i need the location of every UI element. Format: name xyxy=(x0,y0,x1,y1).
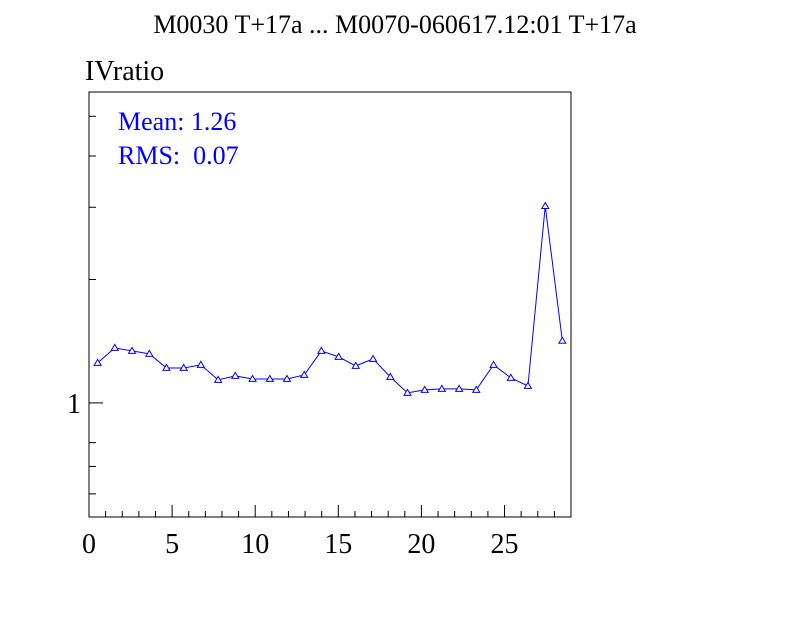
data-point xyxy=(230,371,240,379)
data-point xyxy=(471,385,481,393)
data-point xyxy=(489,360,498,368)
data-point xyxy=(299,370,309,378)
data-point xyxy=(265,374,275,382)
x-tick-label: 0 xyxy=(82,529,96,560)
data-point xyxy=(506,373,516,381)
data-point xyxy=(316,346,326,354)
data-point xyxy=(368,354,378,362)
chart-title: M0030 T+17a ... M0070-060617.12:01 T+17a xyxy=(153,10,637,39)
data-point xyxy=(144,349,154,357)
data-point xyxy=(523,381,533,389)
data-point xyxy=(110,343,120,351)
data-line xyxy=(97,206,563,394)
x-tick-label: 20 xyxy=(407,529,435,560)
stats-line: Mean: 1.26 xyxy=(118,107,236,136)
data-point xyxy=(403,388,412,396)
x-tick-label: 15 xyxy=(324,529,352,560)
data-point xyxy=(179,363,189,371)
data-point xyxy=(334,352,344,360)
data-point xyxy=(454,384,464,392)
data-point xyxy=(127,346,137,354)
data-point xyxy=(557,336,567,344)
data-point xyxy=(351,361,361,369)
y-axis-label: IVratio xyxy=(85,56,164,87)
data-point xyxy=(437,384,447,392)
data-point xyxy=(540,201,550,210)
x-tick-label: 25 xyxy=(491,529,519,560)
plot-frame xyxy=(88,91,572,518)
stats-line: RMS: 0.07 xyxy=(118,141,239,170)
data-point xyxy=(282,374,292,382)
data-point xyxy=(213,375,223,383)
data-point xyxy=(420,385,430,393)
data-point xyxy=(93,358,103,366)
data-point xyxy=(162,363,171,371)
x-tick-label: 5 xyxy=(165,529,179,560)
data-point xyxy=(196,360,206,368)
y-tick-label: 1 xyxy=(67,389,81,420)
data-point xyxy=(385,372,395,380)
x-tick-label: 10 xyxy=(241,529,269,560)
data-point xyxy=(248,374,257,382)
